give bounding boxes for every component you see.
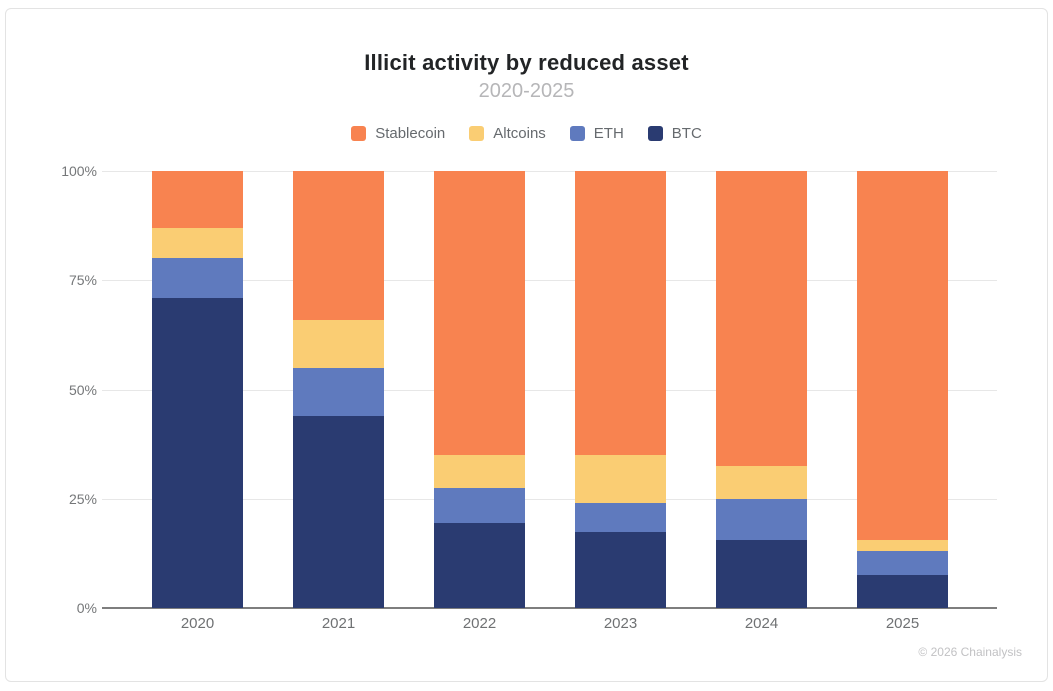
x-axis-label-2024: 2024 bbox=[744, 615, 779, 632]
bar-2024 bbox=[716, 171, 807, 608]
x-axis-label-2023: 2023 bbox=[603, 615, 638, 632]
legend-swatch-stablecoin bbox=[351, 126, 367, 141]
y-axis-label-100%: 100% bbox=[61, 163, 97, 179]
bar-segment-2023-altcoins[interactable] bbox=[575, 455, 666, 504]
bar-segment-2025-btc[interactable] bbox=[857, 575, 948, 608]
gridline-25% bbox=[102, 498, 997, 500]
bar-segment-2020-btc[interactable] bbox=[152, 297, 243, 608]
legend-item-btc[interactable]: BTC bbox=[647, 125, 702, 142]
bar-segment-2025-eth[interactable] bbox=[857, 551, 948, 576]
x-axis-line bbox=[102, 607, 997, 609]
legend-item-eth[interactable]: ETH bbox=[569, 125, 624, 142]
bar-segment-2024-stablecoin[interactable] bbox=[716, 171, 807, 466]
bar-segment-2020-altcoins[interactable] bbox=[152, 227, 243, 259]
bar-segment-2023-eth[interactable] bbox=[575, 503, 666, 532]
y-axis-label-75%: 75% bbox=[68, 272, 97, 289]
bar-segment-2024-eth[interactable] bbox=[716, 498, 807, 541]
legend-swatch-btc bbox=[647, 126, 663, 141]
plot-area bbox=[102, 171, 997, 609]
page-title: Illicit activity by reduced asset bbox=[364, 50, 689, 75]
bar-segment-2025-altcoins[interactable] bbox=[857, 540, 948, 552]
legend: Stablecoin Altcoins ETH BTC bbox=[0, 125, 1053, 142]
bar-segment-2020-stablecoin[interactable] bbox=[152, 171, 243, 228]
y-axis-label-0%: 0% bbox=[76, 600, 97, 616]
bar-2023 bbox=[575, 171, 666, 608]
x-axis-label-2025: 2025 bbox=[885, 615, 920, 632]
bar-2025 bbox=[857, 171, 948, 608]
copyright-credit: © 2026 Chainalysis bbox=[918, 645, 1022, 659]
bar-2020 bbox=[152, 171, 243, 608]
bar-segment-2024-btc[interactable] bbox=[716, 540, 807, 608]
legend-item-stablecoin[interactable]: Stablecoin bbox=[351, 125, 445, 142]
bar-segment-2021-eth[interactable] bbox=[293, 367, 384, 416]
legend-label: Altcoins bbox=[493, 125, 546, 142]
y-axis-label-25%: 25% bbox=[68, 490, 97, 507]
y-axis-label-50%: 50% bbox=[68, 381, 97, 398]
x-axis-label-2020: 2020 bbox=[180, 615, 215, 632]
bar-segment-2022-altcoins[interactable] bbox=[434, 455, 525, 488]
bar-segment-2020-eth[interactable] bbox=[152, 258, 243, 298]
bar-segment-2023-btc[interactable] bbox=[575, 531, 666, 608]
gridline-50% bbox=[102, 389, 997, 391]
chart-subtitle: 2020-2025 bbox=[478, 80, 575, 102]
bar-segment-2021-stablecoin[interactable] bbox=[293, 171, 384, 320]
legend-swatch-eth bbox=[569, 126, 585, 141]
bar-segment-2024-altcoins[interactable] bbox=[716, 465, 807, 499]
bar-segment-2023-stablecoin[interactable] bbox=[575, 171, 666, 456]
bar-segment-2022-eth[interactable] bbox=[434, 487, 525, 523]
legend-swatch-altcoins bbox=[469, 126, 485, 141]
gridline-75% bbox=[102, 280, 997, 282]
bar-2022 bbox=[434, 171, 525, 608]
bar-segment-2021-altcoins[interactable] bbox=[293, 319, 384, 368]
legend-label: BTC bbox=[671, 125, 702, 142]
legend-item-altcoins[interactable]: Altcoins bbox=[469, 125, 546, 142]
x-axis-label-2022: 2022 bbox=[462, 615, 497, 632]
bar-segment-2025-stablecoin[interactable] bbox=[857, 171, 948, 541]
x-axis-label-2021: 2021 bbox=[321, 615, 356, 632]
bar-segment-2022-stablecoin[interactable] bbox=[434, 171, 525, 456]
gridline-100% bbox=[102, 171, 997, 172]
bar-2021 bbox=[293, 171, 384, 608]
legend-label: ETH bbox=[593, 125, 624, 142]
bar-segment-2021-btc[interactable] bbox=[293, 415, 384, 608]
bar-segment-2022-btc[interactable] bbox=[434, 522, 525, 608]
legend-label: Stablecoin bbox=[375, 125, 446, 142]
